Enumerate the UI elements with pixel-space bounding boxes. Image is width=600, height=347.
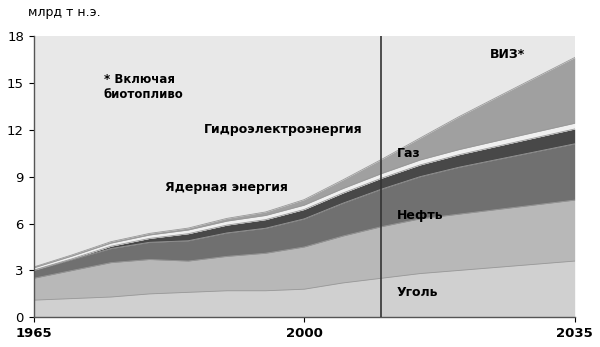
Text: Газ: Газ: [397, 147, 421, 160]
Text: Гидроэлектроэнергия: Гидроэлектроэнергия: [203, 123, 362, 136]
Text: Нефть: Нефть: [397, 209, 443, 222]
Text: * Включая
биотопливо: * Включая биотопливо: [104, 73, 184, 101]
Text: Ядерная энергия: Ядерная энергия: [165, 181, 288, 194]
Text: ВИЗ*: ВИЗ*: [490, 48, 525, 61]
Text: млрд т н.э.: млрд т н.э.: [28, 6, 101, 19]
Text: Уголь: Уголь: [397, 286, 439, 299]
